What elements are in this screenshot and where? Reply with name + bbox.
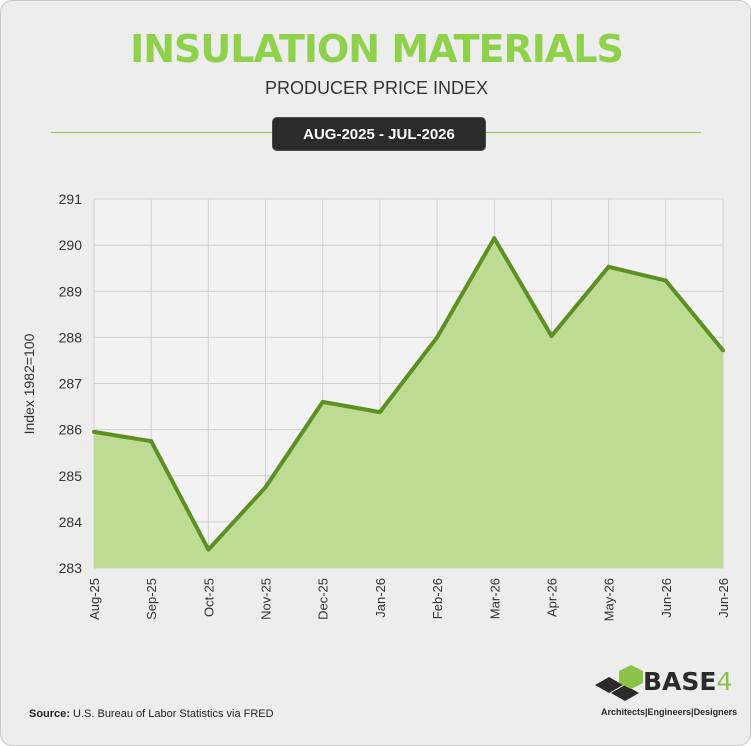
divider-right <box>486 132 701 133</box>
y-tick-label: 289 <box>59 283 83 299</box>
data-point <box>663 278 668 283</box>
date-range-badge: AUG-2025 - JUL-2026 <box>272 117 486 151</box>
data-point <box>435 335 440 340</box>
logo-tagline: Architects|Engineers|Designers <box>601 707 738 717</box>
source-note: Source: U.S. Bureau of Labor Statistics … <box>29 708 274 720</box>
y-tick-label: 286 <box>59 422 83 438</box>
hexagon-cubes-icon <box>595 665 643 701</box>
data-point <box>320 399 325 404</box>
x-tick-label: Feb-26 <box>430 578 445 619</box>
y-tick-label: 285 <box>59 468 83 484</box>
data-point <box>721 348 725 353</box>
x-tick-label: May-26 <box>602 578 617 621</box>
y-tick-label: 288 <box>59 329 83 345</box>
y-tick-label: 284 <box>59 514 83 530</box>
x-tick-label: Jan-26 <box>373 578 388 618</box>
data-point <box>92 429 96 434</box>
chart-svg: 283 284 285 286 287 288 289 290 291 Aug-25 Sep-25… <box>21 191 731 621</box>
y-tick-label: 283 <box>59 560 83 576</box>
y-tick-label: 290 <box>59 237 83 253</box>
data-point <box>492 236 497 241</box>
data-point <box>606 264 611 269</box>
logo-number: 4 <box>716 667 733 696</box>
y-axis-label: Index 1982=100 <box>21 333 37 434</box>
x-tick-label: Jun-26 <box>716 578 731 618</box>
chart-subtitle: PRODUCER PRICE INDEX <box>264 78 489 98</box>
y-tick-label: 287 <box>59 376 83 392</box>
y-tick-labels: 283 284 285 286 287 288 289 290 291 <box>59 191 83 576</box>
data-point <box>377 410 382 415</box>
series-line <box>93 236 725 552</box>
chart-title: INSULATION MATERIALS <box>130 27 624 71</box>
base4-logo: BASE4 Architects|Engineers|Designers <box>591 663 737 723</box>
x-tick-label: Nov-25 <box>259 578 274 620</box>
logo-wordmark: BASE4 <box>643 667 732 696</box>
y-tick-label: 291 <box>59 191 83 207</box>
source-text: U.S. Bureau of Labor Statistics via FRED <box>73 708 274 720</box>
logo-name: BASE <box>643 667 717 696</box>
source-label: Source: <box>29 708 70 720</box>
x-tick-label: Aug-25 <box>87 578 102 620</box>
divider-left <box>51 132 273 133</box>
x-tick-label: Jun-26 <box>659 578 674 618</box>
x-tick-label: Sep-25 <box>144 578 159 620</box>
x-tick-label: Dec-25 <box>316 578 331 620</box>
data-point <box>149 439 154 444</box>
x-tick-label: Mar-26 <box>487 578 502 619</box>
x-tick-label: Oct-25 <box>201 578 216 617</box>
data-point <box>263 485 268 490</box>
x-tick-label: Apr-26 <box>544 578 559 617</box>
x-tick-labels: Aug-25 Sep-25 Oct-25 Nov-25 Dec-25 Jan-26 Feb-… <box>87 578 731 621</box>
data-point <box>206 547 211 552</box>
data-point <box>549 333 554 338</box>
